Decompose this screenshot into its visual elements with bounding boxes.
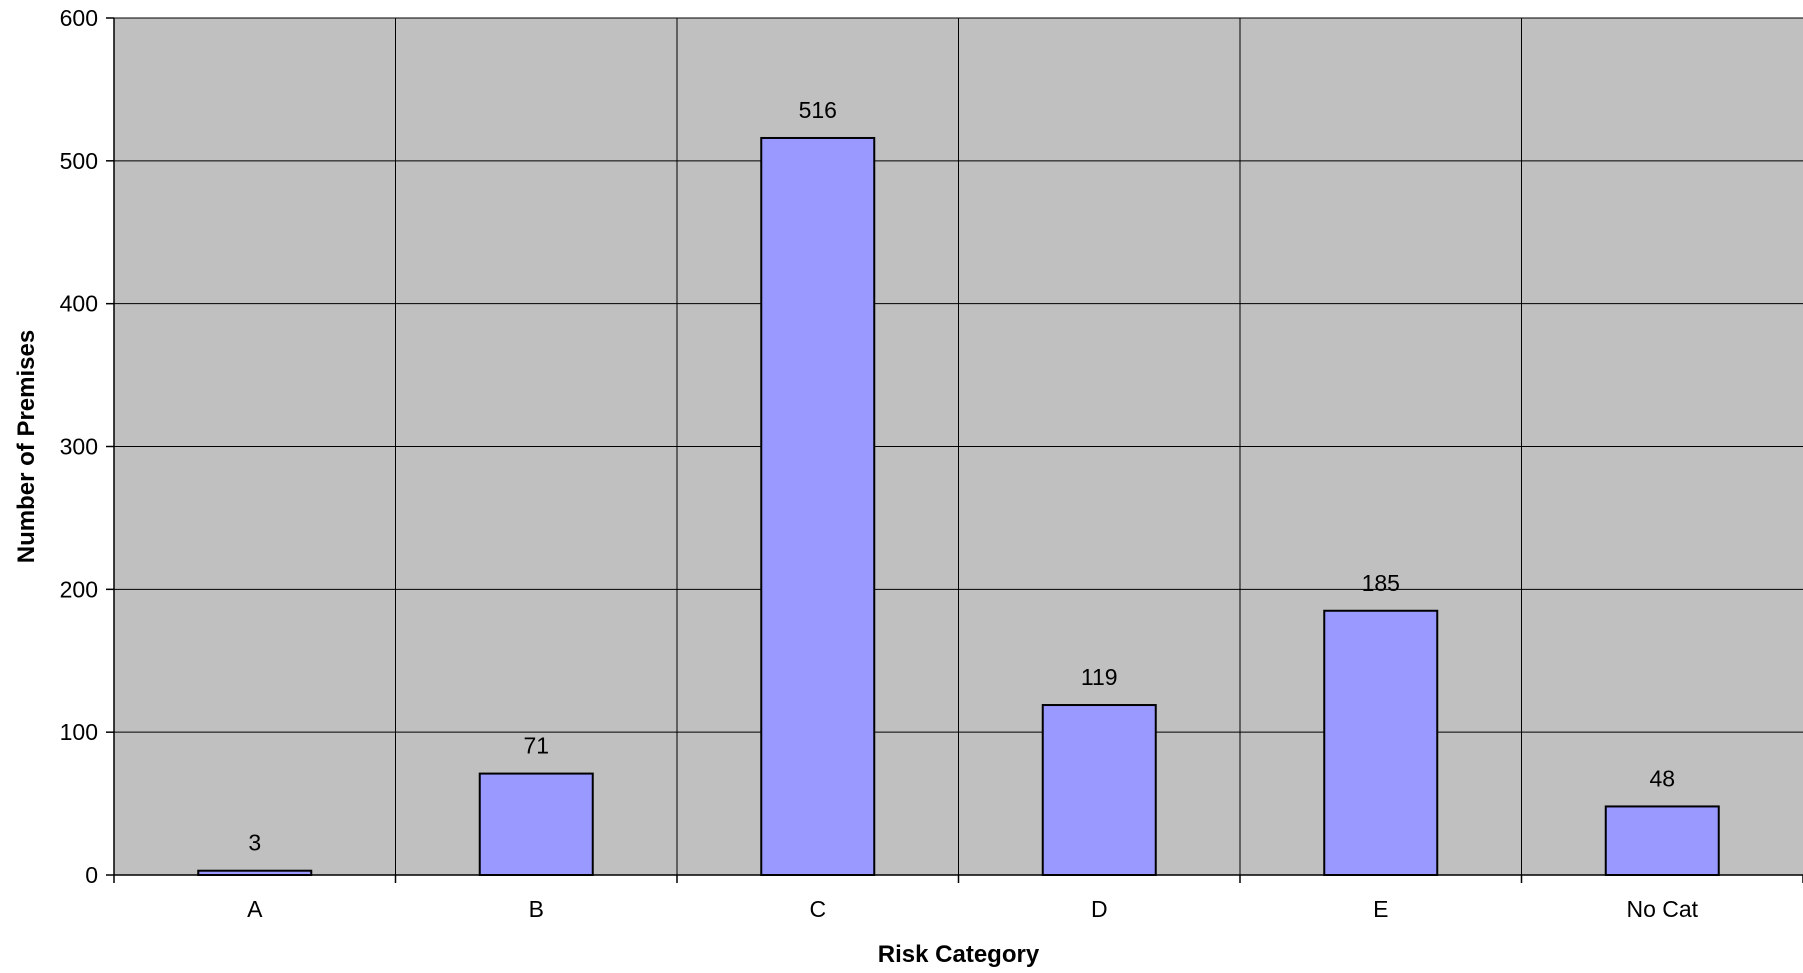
- data-label: 516: [799, 97, 837, 123]
- bar-b: [478, 772, 594, 876]
- y-tick-label: 400: [60, 291, 98, 317]
- grid-lines: [114, 17, 1803, 876]
- bars: [197, 136, 1720, 877]
- x-tick-label: C: [809, 896, 826, 922]
- y-tick-label: 0: [85, 862, 98, 888]
- x-axis-title: Risk Category: [878, 941, 1040, 968]
- y-tick-label: 500: [60, 148, 98, 174]
- bar-d: [1041, 704, 1157, 876]
- bar-e: [1323, 609, 1439, 877]
- y-tick-label: 600: [60, 5, 98, 31]
- bar-no-cat: [1604, 805, 1720, 876]
- data-label: 71: [523, 733, 549, 759]
- bar-c: [760, 136, 876, 877]
- x-tick-label: D: [1091, 896, 1108, 922]
- x-tick-label: E: [1373, 896, 1388, 922]
- y-tick-label: 200: [60, 576, 98, 602]
- y-tick-label: 100: [60, 719, 98, 745]
- data-label: 119: [1081, 664, 1118, 690]
- data-label: 3: [248, 830, 261, 856]
- x-tick-label: B: [529, 896, 544, 922]
- labels: 0 100 200 300 400 500 600 A B C D E No Cat 3 71 516 119 1…: [60, 5, 1699, 922]
- x-tick-label: No Cat: [1626, 896, 1698, 922]
- data-label: 48: [1649, 765, 1675, 791]
- axes: [106, 17, 1803, 883]
- x-tick-label: A: [247, 896, 263, 922]
- data-label: 185: [1362, 570, 1400, 596]
- y-axis-title: Number of Premises: [13, 330, 40, 563]
- y-tick-label: 300: [60, 434, 98, 460]
